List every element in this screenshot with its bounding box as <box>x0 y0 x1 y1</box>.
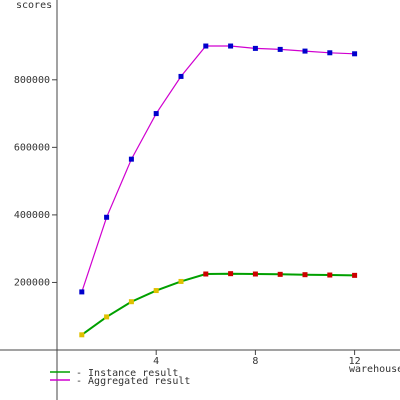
y-tick-label: 800000 <box>14 75 50 86</box>
data-point <box>203 43 209 49</box>
series-layer <box>79 43 358 338</box>
data-point <box>153 111 159 117</box>
data-point <box>327 50 333 56</box>
x-axis-label: warehouses <box>349 364 400 375</box>
legend-label: - Instance result <box>76 368 178 379</box>
data-point <box>302 48 308 54</box>
data-point <box>228 271 234 277</box>
y-tick-label: 200000 <box>14 277 50 288</box>
data-point <box>128 156 134 162</box>
series-2 <box>79 43 358 295</box>
series-1 <box>79 271 358 338</box>
series-line <box>81 45 355 293</box>
data-point <box>153 288 159 294</box>
data-point <box>277 46 283 52</box>
data-point <box>104 314 110 320</box>
y-tick-label: 600000 <box>14 142 50 153</box>
data-point <box>277 271 283 277</box>
x-tick-label: 8 <box>252 356 258 367</box>
x-tick-label: 12 <box>349 356 361 367</box>
data-point <box>228 43 234 49</box>
data-point <box>352 272 358 278</box>
y-axis-label: scores <box>16 0 52 11</box>
data-point <box>203 271 209 277</box>
data-point <box>252 45 258 51</box>
data-point <box>79 289 85 295</box>
data-point <box>352 51 358 57</box>
data-point <box>178 278 184 284</box>
series-line <box>81 272 355 336</box>
data-point <box>178 73 184 79</box>
data-point <box>327 272 333 278</box>
data-point <box>79 332 85 338</box>
data-point <box>252 271 258 277</box>
data-point <box>128 299 134 305</box>
legend-label: - Aggregated result <box>76 376 190 387</box>
data-point <box>302 272 308 278</box>
y-tick-label: 400000 <box>14 210 50 221</box>
legend: - Instance result- Aggregated result <box>50 368 190 387</box>
data-point <box>104 214 110 220</box>
x-tick-label: 4 <box>153 356 159 367</box>
